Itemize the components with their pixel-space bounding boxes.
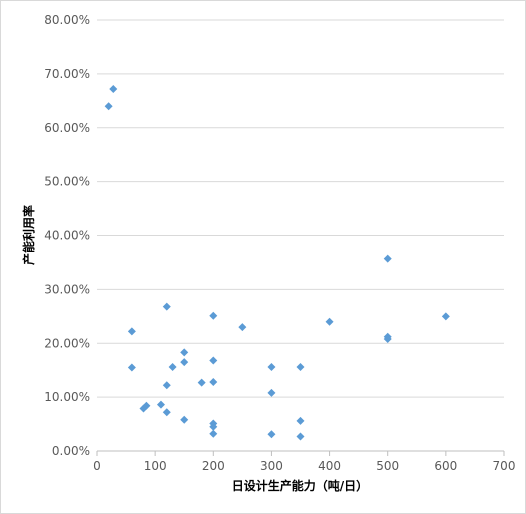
data-point — [162, 408, 171, 417]
x-axis-title: 日设计生产能力（吨/日） — [232, 478, 368, 493]
data-point — [180, 348, 189, 357]
data-point — [127, 327, 136, 336]
data-point — [383, 334, 392, 343]
gridlines — [97, 19, 504, 398]
x-axis-ticks: 0 100 200 300 400 500 600 700 — [93, 451, 515, 473]
y-tick-label: 70.00% — [44, 67, 90, 81]
data-point — [238, 323, 247, 332]
x-tick-label: 400 — [318, 459, 341, 473]
data-point — [104, 102, 113, 111]
data-point — [325, 317, 334, 326]
data-point — [209, 429, 218, 438]
y-tick-label: 50.00% — [44, 175, 90, 189]
data-point — [180, 358, 189, 367]
y-axis-title: 产能利用率 — [21, 205, 36, 265]
data-point — [180, 415, 189, 424]
data-point — [109, 84, 118, 93]
data-point — [209, 311, 218, 320]
x-tick-label: 500 — [376, 459, 399, 473]
y-axis-ticks: 0.00% 10.00% 20.00% 30.00% 40.00% 50.00% 60.00… — [44, 13, 90, 458]
data-point — [127, 363, 136, 372]
data-point — [296, 362, 305, 371]
data-point — [441, 312, 450, 321]
data-point — [267, 430, 276, 439]
data-point — [168, 362, 177, 371]
data-point — [209, 356, 218, 365]
x-tick-label: 0 — [93, 459, 101, 473]
x-tick-label: 700 — [493, 459, 516, 473]
data-point — [156, 400, 165, 409]
x-tick-label: 300 — [260, 459, 283, 473]
y-tick-label: 60.00% — [44, 121, 90, 135]
data-point — [296, 416, 305, 425]
y-tick-label: 80.00% — [44, 13, 90, 27]
data-point — [383, 254, 392, 263]
y-tick-label: 30.00% — [44, 282, 90, 296]
x-tick-label: 600 — [434, 459, 457, 473]
y-tick-label: 20.00% — [44, 336, 90, 350]
data-point — [209, 378, 218, 387]
data-point — [267, 388, 276, 397]
y-tick-label: 10.00% — [44, 390, 90, 404]
y-tick-label: 40.00% — [44, 229, 90, 243]
data-point — [296, 432, 305, 441]
y-tick-label: 0.00% — [52, 444, 90, 458]
data-points — [104, 84, 450, 441]
data-point — [142, 401, 151, 410]
data-point — [162, 381, 171, 390]
data-point — [197, 378, 206, 387]
x-tick-label: 200 — [202, 459, 225, 473]
data-point — [209, 422, 218, 431]
data-point — [267, 362, 276, 371]
data-point — [162, 302, 171, 311]
x-tick-label: 100 — [144, 459, 167, 473]
